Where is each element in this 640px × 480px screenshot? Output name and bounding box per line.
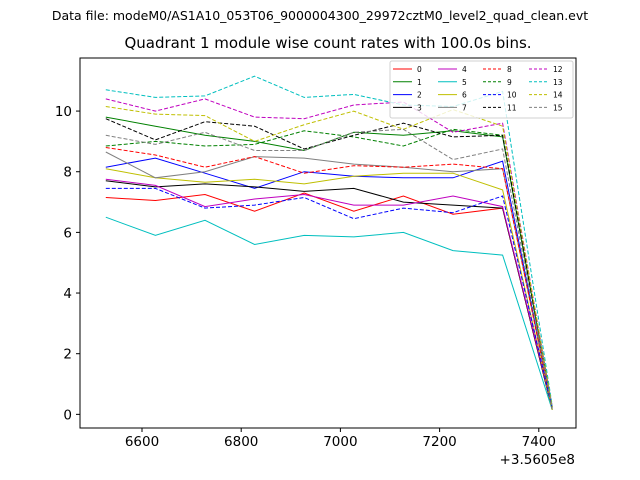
legend-label-9: 9 <box>507 78 512 87</box>
series-line-9 <box>105 128 553 407</box>
legend-label-4: 4 <box>462 65 467 74</box>
legend-label-3: 3 <box>417 103 422 112</box>
series-line-5 <box>105 216 553 410</box>
legend-label-1: 1 <box>417 78 422 87</box>
x-tick-label: 6600 <box>125 434 159 450</box>
series-line-3 <box>105 180 553 410</box>
legend-label-15: 15 <box>553 103 563 112</box>
legend-label-13: 13 <box>553 78 563 87</box>
y-tick-label: 8 <box>63 165 72 181</box>
x-offset-label: +3.5605e8 <box>499 452 575 468</box>
series-line-4 <box>105 178 553 409</box>
x-tick-label: 7000 <box>323 434 357 450</box>
series-line-15 <box>105 128 553 409</box>
y-tick-label: 2 <box>63 347 72 363</box>
series-line-2 <box>105 157 553 409</box>
series-line-0 <box>105 192 553 410</box>
legend-label-11: 11 <box>507 103 517 112</box>
series-line-8 <box>105 147 553 409</box>
x-tick-label: 6800 <box>224 434 258 450</box>
legend-box <box>389 60 574 119</box>
series-line-12 <box>105 98 553 407</box>
y-tick-label: 6 <box>63 225 72 241</box>
chart-title: Quadrant 1 module wise count rates with … <box>124 34 532 52</box>
legend-label-10: 10 <box>507 91 517 100</box>
legend-label-12: 12 <box>553 65 563 74</box>
legend-label-2: 2 <box>417 91 422 100</box>
series-line-13 <box>105 75 553 406</box>
legend-label-8: 8 <box>507 65 512 74</box>
x-tick-label: 7200 <box>422 434 456 450</box>
data-file-caption: Data file: modeM0/AS1A10_053T06_90000043… <box>51 8 589 23</box>
y-tick-label: 10 <box>55 104 72 120</box>
legend-label-0: 0 <box>417 65 422 74</box>
legend-label-5: 5 <box>462 78 467 87</box>
series-line-6 <box>105 168 553 410</box>
legend-label-14: 14 <box>553 91 563 100</box>
series-line-11 <box>105 118 553 407</box>
x-tick-label: 7400 <box>522 434 556 450</box>
axes-frame <box>79 57 577 429</box>
y-tick-label: 0 <box>63 407 72 423</box>
series-line-7 <box>105 151 553 409</box>
series-layer <box>105 75 553 410</box>
legend-label-7: 7 <box>462 103 467 112</box>
tick-layer: 6600 6800 7000 7200 7400 0 2 4 6 8 10 <box>55 104 556 450</box>
series-line-10 <box>105 187 553 409</box>
series-line-14 <box>105 106 553 407</box>
y-tick-label: 4 <box>63 286 72 302</box>
legend-label-6: 6 <box>462 91 467 100</box>
